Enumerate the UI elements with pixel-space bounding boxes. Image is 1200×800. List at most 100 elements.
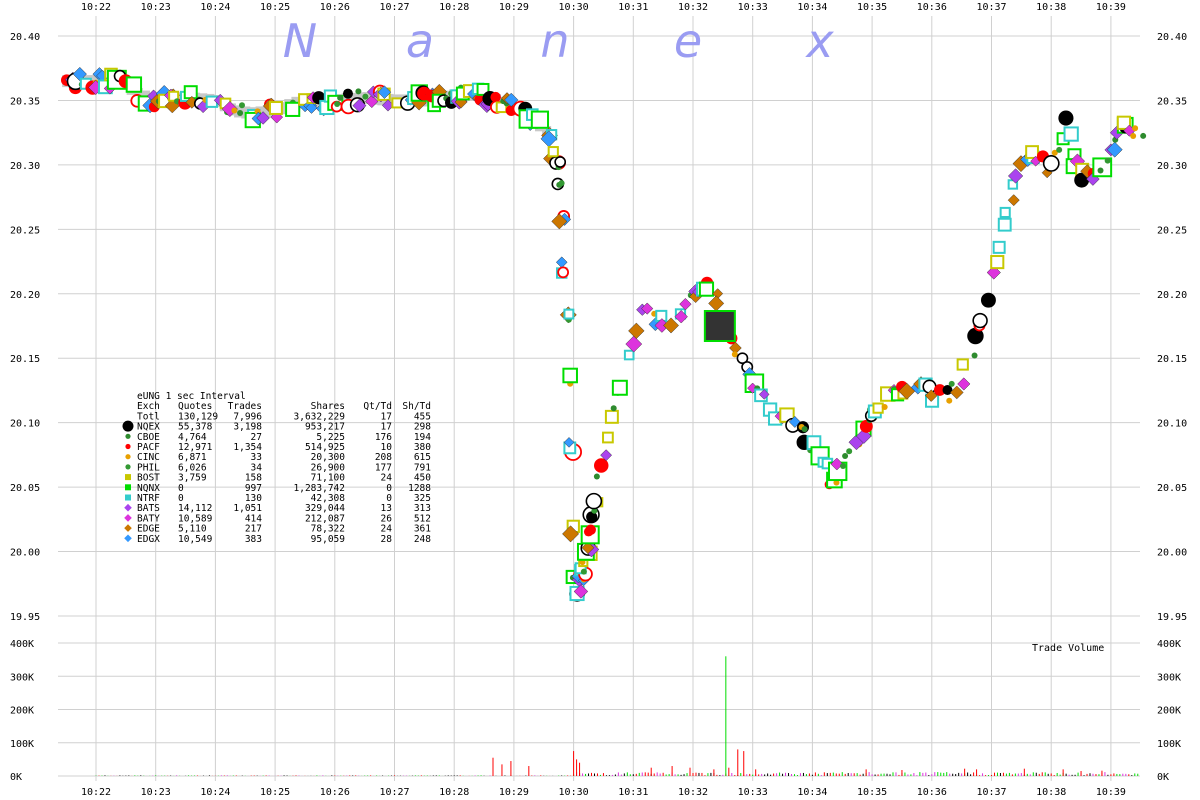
- x-tick-label-top: 10:26: [320, 2, 350, 13]
- marker-nqex: [1074, 172, 1090, 188]
- price-tick-label-right: 20.30: [1157, 161, 1187, 172]
- marker-ntrf: [1063, 126, 1079, 142]
- legend-cell: 27: [251, 432, 262, 443]
- legend-cell: 615: [414, 452, 431, 463]
- legend-marker-edge: [124, 524, 132, 532]
- marker-cinc: [731, 351, 738, 358]
- marker-bats: [600, 449, 613, 462]
- price-tick-label-left: 20.00: [10, 548, 40, 559]
- legend-cell: 17: [381, 422, 392, 433]
- legend-header: Trades: [228, 401, 262, 412]
- marker-phil: [840, 463, 847, 470]
- x-tick-label-bottom: 10:35: [857, 787, 887, 798]
- marker-bost: [956, 358, 969, 371]
- marker-nqex: [1058, 110, 1074, 126]
- marker-bats: [856, 428, 872, 444]
- marker-pacf: [594, 458, 609, 473]
- trade-volume-bars: [95, 656, 1139, 776]
- marker-edge: [551, 213, 568, 230]
- x-tick-label-bottom: 10:37: [976, 787, 1006, 798]
- legend-cell: 361: [414, 524, 431, 535]
- marker-bost: [268, 101, 283, 115]
- legend-cell: 514,925: [305, 442, 345, 453]
- legend-cell: 10,549: [178, 534, 213, 545]
- price-tick-label-left: 20.30: [10, 161, 40, 172]
- marker-phil: [948, 380, 955, 387]
- legend-cell: NQEX: [137, 422, 160, 433]
- legend-cell: 208: [375, 452, 392, 463]
- legend-cell: 1288: [408, 483, 431, 494]
- x-tick-label-bottom: 10:31: [618, 787, 648, 798]
- marker-pacf: [557, 266, 569, 279]
- volume-tick-label-left: 200K: [10, 706, 34, 717]
- legend-marker-phil: [125, 464, 131, 470]
- legend-cell: 212,087: [305, 513, 345, 524]
- legend-cell: 6,871: [178, 452, 207, 463]
- legend-cell: 414: [245, 513, 262, 524]
- marker-nqex: [554, 156, 567, 168]
- legend-cell: 4,764: [178, 432, 207, 443]
- legend-cell: 14,112: [178, 503, 212, 514]
- legend-marker-bats: [124, 503, 132, 512]
- legend-cell: 5,225: [316, 432, 345, 443]
- marker-ntrf: [992, 240, 1006, 254]
- marker-bost: [1025, 145, 1039, 159]
- legend-cell: 33: [251, 452, 262, 463]
- legend-header: Shares: [311, 401, 345, 412]
- marker-baty: [573, 584, 589, 599]
- legend-cell: 455: [414, 411, 431, 422]
- x-tick-label-bottom: 10:38: [1036, 787, 1066, 798]
- volume-tick-label-left: 100K: [10, 739, 34, 750]
- legend-cell: 24: [381, 473, 393, 484]
- legend-cell: 3,632,229: [294, 411, 346, 422]
- marker-bost: [602, 431, 614, 444]
- marker-pacf: [933, 384, 946, 396]
- legend-cell: 0: [386, 493, 392, 504]
- volume-tick-label-right: 300K: [1157, 672, 1181, 683]
- marker-cinc: [881, 404, 888, 411]
- x-tick-label-bottom: 10:24: [200, 787, 230, 798]
- legend-cell: 383: [245, 534, 262, 545]
- marker-edge: [562, 525, 580, 543]
- x-tick-label-bottom: 10:26: [320, 787, 350, 798]
- legend-cell: CINC: [137, 452, 160, 463]
- legend-cell: 71,100: [311, 473, 346, 484]
- x-tick-label-bottom: 10:34: [797, 787, 827, 798]
- legend-cell: 1,051: [233, 503, 262, 514]
- price-tick-label-right: 20.05: [1157, 483, 1187, 494]
- marker-cinc: [1132, 125, 1139, 132]
- marker-bost: [1116, 115, 1132, 130]
- legend-cell: 248: [414, 534, 431, 545]
- marker-ntrf: [999, 206, 1011, 219]
- marker-edge: [949, 385, 964, 400]
- marker-pacf: [859, 419, 873, 433]
- watermark-letter: n: [540, 14, 569, 68]
- marker-nqex: [585, 492, 603, 510]
- marker-edge: [581, 541, 595, 555]
- marker-ntrf: [997, 217, 1012, 232]
- x-tick-label-top: 10:27: [379, 2, 409, 13]
- marker-cboe: [801, 426, 808, 433]
- marker-edgx: [504, 92, 519, 107]
- volume-tick-label-right: 200K: [1157, 706, 1181, 717]
- marker-baty: [986, 265, 1001, 280]
- legend-cell: 42,308: [311, 493, 346, 504]
- marker-edge: [628, 322, 645, 340]
- price-tick-label-right: 19.95: [1157, 612, 1187, 623]
- marker-edgx: [305, 101, 318, 114]
- trade-quote-markers: [60, 66, 1147, 602]
- legend-cell: 26: [381, 513, 393, 524]
- marker-cboe: [355, 88, 362, 95]
- legend-cell: 3,759: [178, 473, 207, 484]
- legend-cell: 953,217: [305, 422, 345, 433]
- marker-edge: [1007, 194, 1020, 207]
- x-tick-label-bottom: 10:25: [260, 787, 290, 798]
- x-tick-label-bottom: 10:28: [439, 787, 469, 798]
- x-tick-label-top: 10:24: [200, 2, 230, 13]
- legend-cell: 28: [381, 534, 393, 545]
- marker-baty: [221, 101, 238, 118]
- volume-tick-label-right: 0K: [1157, 772, 1169, 783]
- legend-cell: 34: [251, 462, 263, 473]
- watermark-letter: N: [283, 14, 317, 68]
